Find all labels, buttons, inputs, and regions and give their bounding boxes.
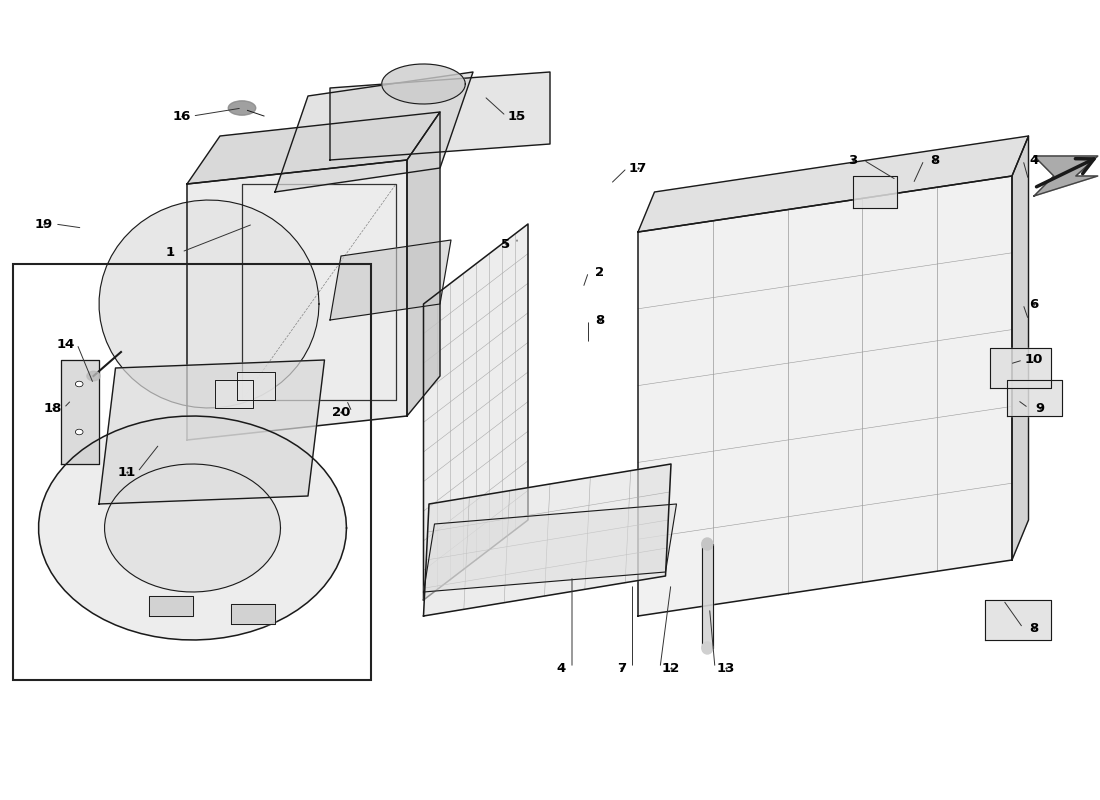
Polygon shape bbox=[407, 112, 440, 416]
Text: 6: 6 bbox=[1030, 298, 1038, 310]
Text: 17: 17 bbox=[629, 162, 647, 174]
Text: 20: 20 bbox=[332, 406, 350, 418]
Polygon shape bbox=[148, 596, 192, 616]
Text: 15: 15 bbox=[508, 110, 526, 122]
Polygon shape bbox=[702, 544, 713, 648]
Polygon shape bbox=[984, 600, 1050, 640]
Polygon shape bbox=[214, 380, 253, 408]
Text: 14: 14 bbox=[57, 338, 75, 350]
Polygon shape bbox=[1034, 156, 1098, 196]
Polygon shape bbox=[1006, 380, 1062, 416]
Text: 8: 8 bbox=[931, 154, 939, 166]
Polygon shape bbox=[638, 136, 1028, 232]
Polygon shape bbox=[187, 112, 440, 184]
Text: 18: 18 bbox=[44, 402, 62, 414]
Polygon shape bbox=[104, 464, 280, 592]
Polygon shape bbox=[852, 176, 896, 208]
Ellipse shape bbox=[87, 371, 100, 381]
Text: 8: 8 bbox=[1030, 622, 1038, 634]
Ellipse shape bbox=[75, 429, 82, 435]
Text: 10: 10 bbox=[1025, 354, 1043, 366]
Text: 4: 4 bbox=[557, 662, 565, 674]
Polygon shape bbox=[424, 504, 676, 592]
Text: 8: 8 bbox=[595, 314, 604, 326]
Polygon shape bbox=[39, 416, 347, 640]
Text: 16: 16 bbox=[173, 110, 190, 122]
Polygon shape bbox=[99, 360, 324, 504]
Text: 19: 19 bbox=[35, 218, 53, 230]
Text: 13: 13 bbox=[717, 662, 735, 674]
Text: 7: 7 bbox=[617, 662, 626, 674]
Polygon shape bbox=[990, 348, 1050, 388]
Text: 11: 11 bbox=[118, 466, 135, 478]
Polygon shape bbox=[60, 360, 99, 464]
Polygon shape bbox=[236, 372, 275, 400]
Polygon shape bbox=[330, 72, 550, 160]
Polygon shape bbox=[99, 200, 319, 408]
Bar bbox=[13, 264, 371, 680]
Text: 9: 9 bbox=[1035, 402, 1044, 414]
Text: 5: 5 bbox=[502, 238, 510, 250]
Polygon shape bbox=[275, 72, 473, 192]
Polygon shape bbox=[638, 176, 1012, 616]
Text: 12: 12 bbox=[662, 662, 680, 674]
Polygon shape bbox=[330, 240, 451, 320]
Polygon shape bbox=[424, 224, 528, 600]
Polygon shape bbox=[424, 464, 671, 616]
Text: 4: 4 bbox=[1030, 154, 1038, 166]
Ellipse shape bbox=[229, 101, 255, 115]
Polygon shape bbox=[231, 604, 275, 624]
Text: 3: 3 bbox=[848, 154, 857, 166]
Polygon shape bbox=[1012, 136, 1028, 560]
Ellipse shape bbox=[702, 538, 713, 550]
Ellipse shape bbox=[702, 642, 713, 654]
Ellipse shape bbox=[75, 381, 82, 387]
Polygon shape bbox=[187, 160, 407, 440]
Text: 1: 1 bbox=[166, 246, 175, 258]
Polygon shape bbox=[382, 64, 465, 104]
Text: 2: 2 bbox=[595, 266, 604, 278]
